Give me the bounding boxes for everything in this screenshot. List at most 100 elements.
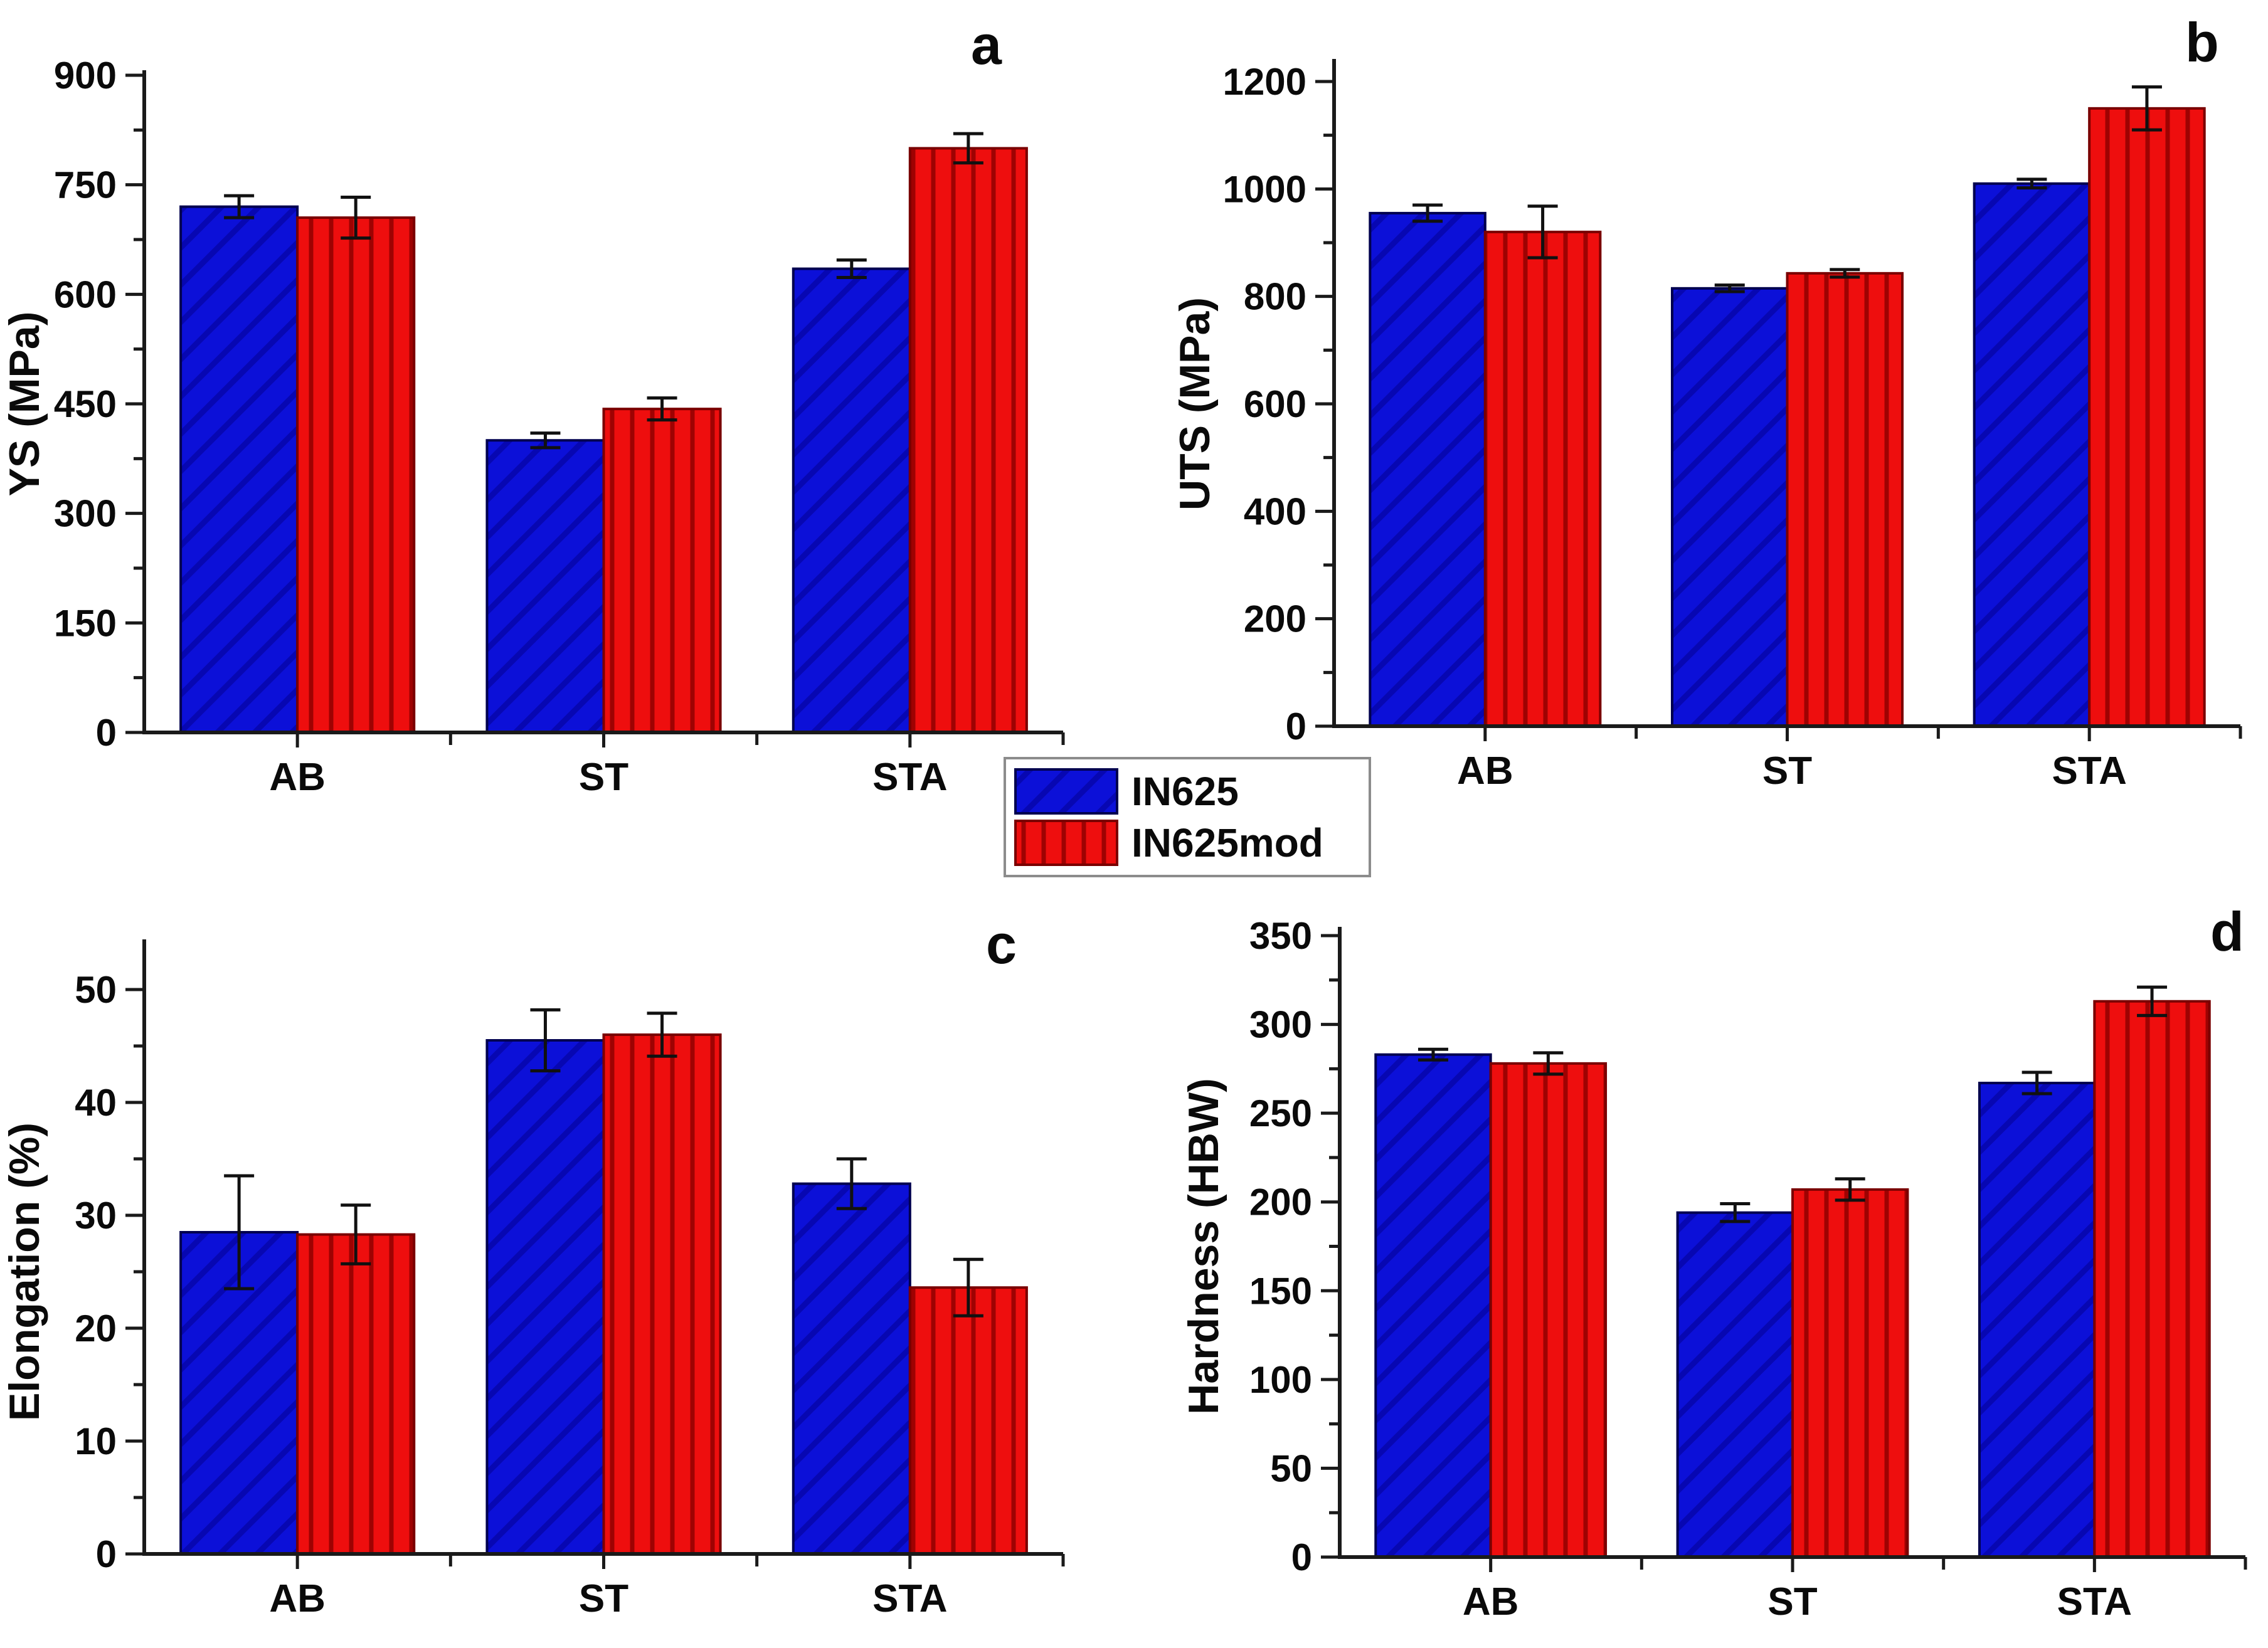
axes — [1338, 927, 2245, 1559]
y-tick-label: 1000 — [1223, 168, 1306, 210]
bar-in625-st — [1670, 287, 1789, 728]
x-category-label: AB — [269, 1577, 326, 1620]
error-bar-in625-ab — [224, 1174, 255, 1291]
panel-letter-b: b — [2185, 11, 2219, 73]
legend-label-in625mod: IN625mod — [1131, 820, 1323, 865]
y-tick-label: 10 — [75, 1420, 117, 1462]
y-tick-label: 30 — [75, 1195, 117, 1237]
legend-item-in625mod: IN625mod — [1014, 819, 1361, 867]
error-bar-in625-sta — [836, 258, 867, 280]
error-bar-in625mod-ab — [341, 195, 371, 240]
bar-in625mod-ab — [1483, 230, 1602, 728]
y-tick-label: 40 — [75, 1082, 117, 1124]
y-tick-label: 600 — [54, 273, 117, 315]
axes — [142, 939, 1063, 1556]
bar-in625mod-st — [602, 408, 722, 734]
bar-in625mod-sta — [908, 1286, 1028, 1555]
bar-in625-sta — [1978, 1082, 2096, 1559]
error-bar-in625mod-ab — [1533, 1051, 1564, 1076]
bar-in625mod-sta — [908, 147, 1028, 734]
x-category-label: STA — [2052, 749, 2126, 793]
x-category-label: ST — [1767, 1580, 1817, 1624]
bar-in625-ab — [179, 205, 299, 734]
x-category-label: AB — [269, 756, 326, 799]
y-tick-label: 750 — [54, 164, 117, 206]
error-bar-in625-st — [1714, 283, 1745, 293]
panel-letter-a: a — [971, 14, 1002, 76]
chart-svg-c: AB ST STA 0 10 20 30 40 50 Elongation (%) c — [1, 913, 1065, 1620]
error-bar-in625mod-sta — [2131, 85, 2162, 132]
y-tick-label: 1200 — [1223, 61, 1306, 103]
y-tick-label: 20 — [75, 1307, 117, 1350]
bar-in625-st — [1676, 1211, 1794, 1558]
y-tick-label: 100 — [1249, 1359, 1312, 1401]
y-axis-title: YS (MPa) — [1, 312, 48, 497]
bar-in625mod-st — [1786, 272, 1904, 727]
x-category-label: AB — [1463, 1580, 1519, 1624]
y-tick-label: 150 — [1249, 1270, 1312, 1312]
y-tick-label: 300 — [1249, 1004, 1312, 1046]
bar-in625mod-sta — [2093, 1000, 2211, 1558]
error-bar-in625mod-sta — [953, 132, 983, 165]
error-bar-in625-st — [530, 1008, 561, 1073]
error-bar-in625-st — [530, 431, 561, 450]
legend: IN625 IN625mod — [1004, 757, 1371, 877]
y-axis-title: UTS (MPa) — [1171, 297, 1219, 510]
error-bar-in625mod-sta — [2137, 985, 2168, 1017]
y-tick-label: 200 — [1249, 1181, 1312, 1223]
x-category-label: ST — [1762, 749, 1812, 793]
y-tick-label: 150 — [54, 602, 117, 644]
error-bar-in625-ab — [224, 194, 255, 219]
legend-item-in625: IN625 — [1014, 768, 1361, 815]
bar-in625mod-ab — [296, 216, 416, 734]
chart-panel-a: AB ST STA 0 150 300 450 600 750 900 YS (MPa) a — [0, 0, 1134, 824]
error-bar-in625mod-st — [647, 396, 677, 422]
chart-svg-a: AB ST STA 0 150 300 450 600 750 900 YS (MPa) a — [1, 14, 1065, 799]
error-bar-in625-sta — [2022, 1070, 2052, 1096]
panel-letter-d: d — [2210, 901, 2244, 963]
bar-in625-st — [485, 439, 605, 734]
chart-panel-c: AB ST STA 0 10 20 30 40 50 Elongation (%) c — [0, 824, 1134, 1648]
y-tick-label: 350 — [1249, 915, 1312, 957]
bar-in625mod-ab — [1489, 1062, 1608, 1558]
y-axis-title: Elongation (%) — [1, 1122, 48, 1421]
chart-svg-d: AB ST STA 0 50 100 150 200 250 300 350 Hardness (HB… — [1180, 901, 2247, 1624]
y-axis-title: Hardness (HBW) — [1180, 1078, 1227, 1415]
y-tick-label: 800 — [1244, 276, 1306, 318]
y-tick-label: 0 — [1286, 705, 1306, 747]
x-category-label: AB — [1457, 749, 1513, 793]
chart-panel-b: AB ST STA 0 200 400 600 800 1000 1200 UTS (MPa) b — [1134, 0, 2268, 824]
bar-in625-sta — [792, 1182, 911, 1555]
panel-letter-c: c — [986, 913, 1017, 975]
y-tick-label: 50 — [1270, 1447, 1312, 1489]
error-bar-in625mod-st — [1835, 1177, 1865, 1202]
error-bar-in625mod-ab — [1527, 204, 1558, 260]
y-tick-label: 300 — [54, 493, 117, 535]
x-category-label: ST — [579, 1577, 628, 1620]
legend-swatch-in625mod-icon — [1014, 819, 1118, 866]
bar-in625-ab — [1369, 211, 1486, 727]
y-tick-label: 0 — [96, 712, 117, 754]
error-bar-in625mod-st — [1830, 268, 1860, 279]
error-bar-in625-ab — [1412, 203, 1443, 223]
chart-panel-d: AB ST STA 0 50 100 150 200 250 300 350 Hardness (HB… — [1134, 824, 2268, 1648]
axes — [1332, 59, 2240, 728]
y-tick-label: 450 — [54, 383, 117, 425]
error-bar-in625mod-ab — [341, 1203, 371, 1265]
bar-in625-st — [485, 1039, 605, 1555]
y-tick-label: 250 — [1249, 1092, 1312, 1134]
bar-in625-sta — [1973, 182, 2091, 727]
bar-in625-sta — [792, 267, 911, 734]
y-tick-label: 50 — [75, 969, 117, 1011]
bar-in625mod-ab — [296, 1233, 416, 1555]
y-tick-label: 600 — [1244, 383, 1306, 425]
y-tick-label: 900 — [54, 55, 117, 97]
error-bar-in625mod-st — [647, 1012, 677, 1058]
y-tick-label: 200 — [1244, 598, 1306, 640]
error-bar-in625-ab — [1417, 1047, 1448, 1062]
legend-label-in625: IN625 — [1131, 769, 1239, 815]
y-tick-label: 0 — [96, 1533, 117, 1575]
x-category-label: ST — [579, 756, 628, 799]
error-bar-in625-st — [1720, 1202, 1751, 1223]
